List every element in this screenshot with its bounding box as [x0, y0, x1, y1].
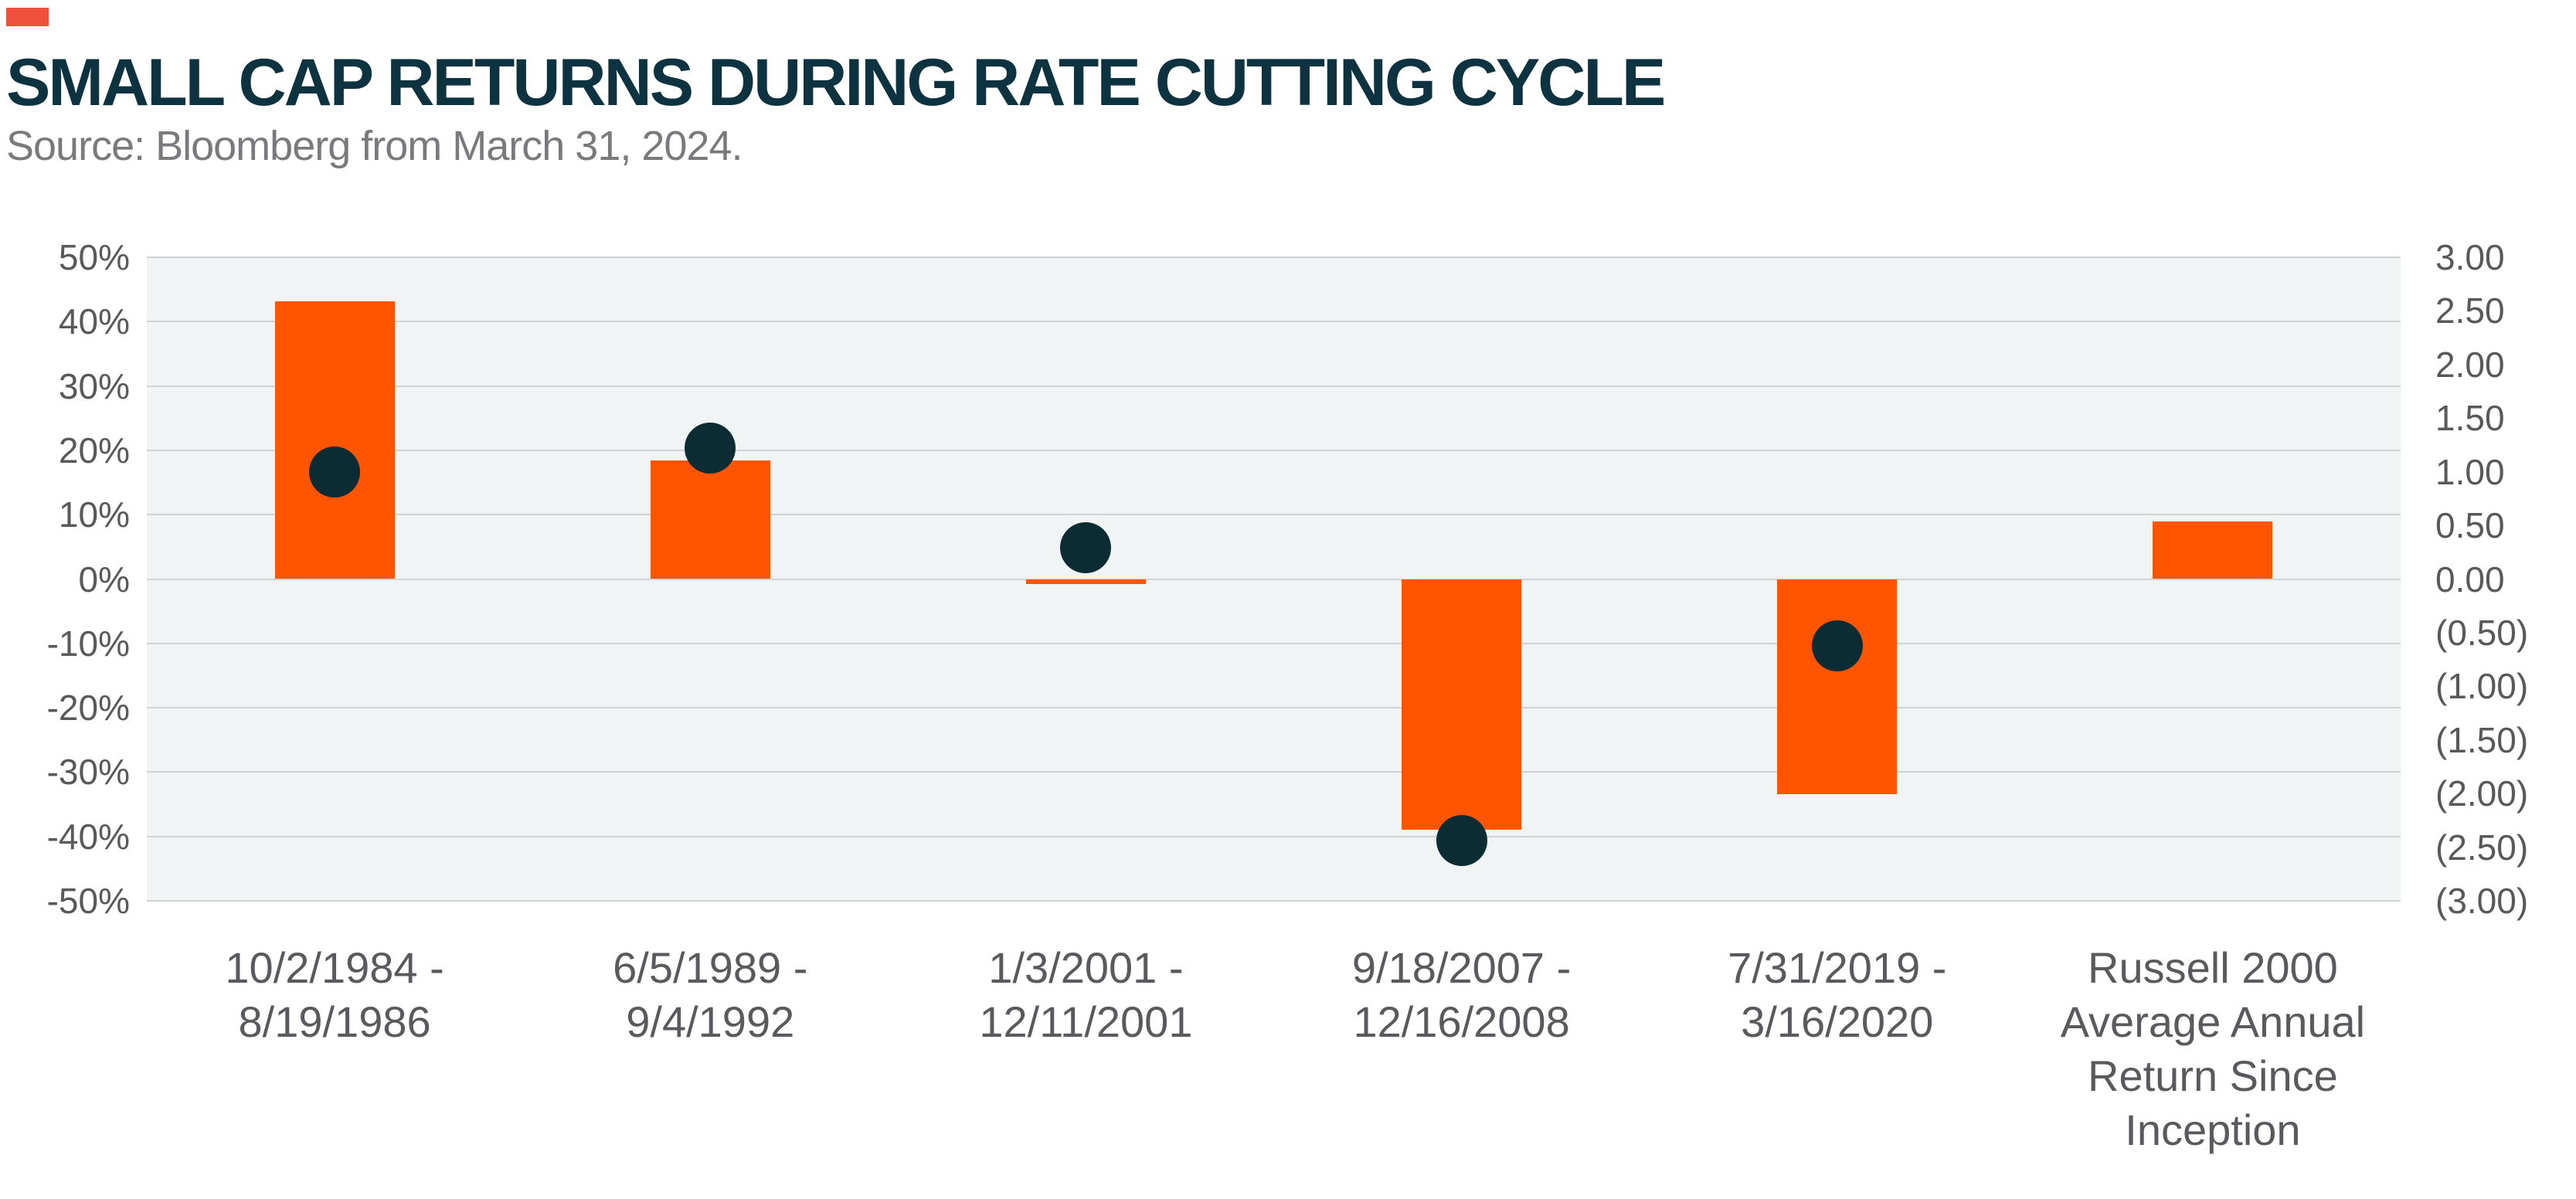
- gridline: [147, 578, 2401, 580]
- left-axis-tick-label: -50%: [46, 881, 130, 921]
- right-axis-tick-label: (0.50): [2435, 612, 2529, 653]
- gridline: [147, 642, 2401, 644]
- left-axis-tick-label: -30%: [46, 752, 130, 793]
- bar: [274, 301, 395, 579]
- left-axis-tick-label: 20%: [58, 430, 130, 470]
- right-axis-tick-label: 2.50: [2435, 290, 2505, 331]
- dot: [309, 446, 361, 498]
- x-axis-label-line: Russell 2000: [2088, 943, 2338, 992]
- brand-accent-mark: [6, 8, 49, 26]
- bar: [1025, 579, 1146, 585]
- left-axis-tick-label: -20%: [46, 688, 130, 729]
- x-axis-label-line: 9/18/2007 -: [1351, 943, 1572, 992]
- x-axis-label-line: 12/11/2001: [979, 997, 1193, 1046]
- left-axis-tick-label: 10%: [58, 494, 130, 535]
- gridline: [147, 707, 2401, 709]
- x-axis-label-line: Inception: [2125, 1106, 2301, 1154]
- x-axis-label-line: 8/19/1986: [238, 997, 431, 1046]
- x-axis-category-label: 9/18/2007 - 12/16/2008: [1352, 941, 1571, 1049]
- x-axis-label-line: Average Annual: [2060, 997, 2366, 1046]
- left-axis-tick-label: 40%: [58, 301, 130, 342]
- chart-source-caption: Source: Bloomberg from March 31, 2024.: [6, 123, 743, 169]
- right-axis-tick-label: (1.50): [2435, 719, 2529, 760]
- right-axis-tick-label: (1.00): [2435, 666, 2529, 707]
- right-axis-tick-label: 1.00: [2435, 451, 2505, 492]
- x-axis-label-line: Return Since: [2088, 1051, 2338, 1100]
- x-axis-label-line: 6/5/1989 -: [613, 943, 808, 992]
- bar: [1402, 579, 1522, 830]
- left-axis-tick-label: 30%: [58, 365, 130, 406]
- right-axis-tick-label: (2.00): [2435, 773, 2529, 814]
- dot: [1436, 815, 1487, 867]
- left-axis-tick-label: 50%: [58, 237, 130, 277]
- right-axis-tick-label: 0.50: [2435, 505, 2505, 546]
- x-axis-category-label: 10/2/1984 - 8/19/1986: [225, 941, 443, 1049]
- chart-title: SMALL CAP RETURNS DURING RATE CUTTING CY…: [6, 46, 1666, 120]
- left-axis-tick-label: -10%: [46, 623, 130, 664]
- x-axis-label-line: 10/2/1984 -: [225, 943, 444, 992]
- left-axis-tick-label: 0%: [78, 559, 130, 600]
- x-axis-label-line: 12/16/2008: [1353, 997, 1570, 1046]
- bar: [650, 460, 770, 579]
- right-axis-tick-label: 0.00: [2435, 559, 2505, 600]
- x-axis-label-line: 7/31/2019 -: [1728, 943, 1947, 992]
- x-axis-category-label: 7/31/2019 - 3/16/2020: [1728, 941, 1946, 1049]
- right-axis-tick-label: (2.50): [2435, 827, 2529, 868]
- x-axis-category-label: 1/3/2001 - 12/11/2001: [979, 941, 1192, 1049]
- x-axis-category-label: 6/5/1989 - 9/4/1992: [613, 941, 807, 1049]
- x-axis-category-label: Russell 2000 Average Annual Return Since In…: [2061, 941, 2365, 1157]
- x-axis-label-line: 3/16/2020: [1741, 997, 1934, 1046]
- gridline: [147, 900, 2401, 902]
- right-axis-tick-label: (3.00): [2435, 881, 2529, 921]
- right-axis-tick-label: 3.00: [2435, 237, 2505, 277]
- right-axis-tick-label: 2.00: [2435, 344, 2505, 385]
- gridline: [147, 514, 2401, 516]
- right-axis-tick-label: 1.50: [2435, 398, 2505, 439]
- dot: [1060, 522, 1112, 574]
- gridline: [147, 835, 2401, 837]
- left-axis-tick-label: -40%: [46, 816, 130, 857]
- gridline: [147, 449, 2401, 451]
- bar: [1777, 579, 1898, 794]
- x-axis-label-line: 1/3/2001 -: [988, 943, 1184, 992]
- dot: [1811, 620, 1863, 671]
- gridline: [147, 256, 2401, 258]
- dot: [685, 423, 736, 474]
- gridline: [147, 321, 2401, 323]
- x-axis-label-line: 9/4/1992: [626, 997, 795, 1046]
- bar: [2153, 521, 2273, 579]
- gridline: [147, 771, 2401, 773]
- gridline: [147, 385, 2401, 387]
